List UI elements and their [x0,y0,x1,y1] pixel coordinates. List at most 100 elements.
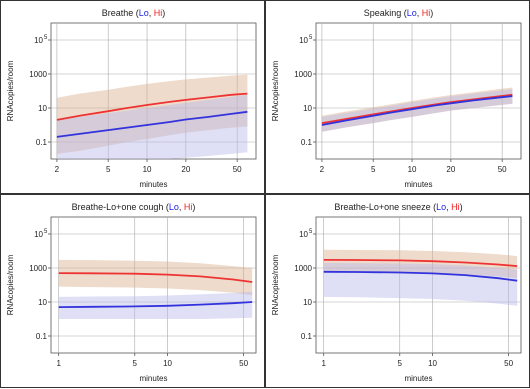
hi-label: Hi [153,8,163,18]
title-text: Breathe-Lo+one cough [71,202,164,212]
y-tick-label: 10 [303,298,312,307]
lo-label: Lo [168,202,179,212]
series-line-lo [321,95,513,126]
y-tick-label: 10 [303,104,312,113]
x-tick-label: 10 [408,165,417,174]
x-tick-label: 5 [106,165,111,174]
x-tick-label: 20 [446,165,455,174]
x-tick-label: 5 [398,359,403,368]
x-tick-label: 50 [498,165,507,174]
lo-label: Lo [406,8,417,18]
lo-label: Lo [436,202,447,212]
panel-breathe: Breathe (Lo, Hi) 2 5 10 20 50 0.1 10 1000 10 5 min… [0,0,265,194]
title-separator: , [446,202,452,212]
title-separator: , [148,8,154,18]
x-tick-label: 10 [143,165,152,174]
series-line-hi [58,272,253,283]
y-tick-label: 10 [38,104,47,113]
title-paren-close: ) [430,8,434,18]
plot-area [315,22,522,160]
x-tick-label: 5 [371,165,376,174]
band-lo [56,94,248,159]
title-text: Breathe [101,8,134,18]
title-paren-close: ) [459,202,463,212]
y-tick-exponent: 5 [44,229,48,235]
title-paren-close: ) [162,8,166,18]
y-axis-label: RNAcopies/room [6,254,15,315]
band-hi [323,249,518,279]
y-tick-exponent: 5 [309,229,313,235]
title-paren-open: ( [401,8,407,18]
y-tick-exponent: 5 [309,35,313,41]
panel-title: Breathe (Lo, Hi) [1,8,266,18]
x-tick-label: 1 [321,359,326,368]
y-tick-label: 1000 [294,70,312,79]
panel-breathe-cough: Breathe-Lo+one cough (Lo, Hi) 1 5 10 50 0.1 1… [0,194,265,388]
x-tick-label: 10 [428,359,437,368]
y-tick-label: 10 [34,230,43,239]
series-line-lo [323,270,518,282]
band-hi [321,87,513,132]
title-paren-open: ( [133,8,139,18]
x-tick-label: 2 [320,165,325,174]
x-tick-label: 1 [56,359,61,368]
x-tick-label: 50 [239,359,248,368]
hi-label: Hi [183,202,193,212]
title-text: Breathe-Lo+one sneeze [334,202,431,212]
y-tick-label: 0.1 [301,332,313,341]
series-line-hi [321,93,513,124]
panel-title: Speaking (Lo, Hi) [266,8,530,18]
y-tick-label: 0.1 [36,138,48,147]
y-tick-label: 1000 [29,264,47,273]
x-tick-label: 10 [163,359,172,368]
y-axis-label: RNAcopies/room [271,254,280,315]
y-tick-label: 10 [38,298,47,307]
plot-area [50,216,257,354]
series-line-hi [323,259,518,267]
x-tick-label: 20 [181,165,190,174]
x-axis-label: minutes [139,374,167,383]
hi-label: Hi [451,202,460,212]
x-tick-label: 50 [504,359,513,368]
band-hi [58,259,253,296]
panel-breathe-sneeze: Breathe-Lo+one sneeze (Lo, Hi) 1 5 10 50 0.1… [265,194,530,388]
title-paren-open: ( [430,202,437,212]
y-tick-label: 1000 [294,264,312,273]
band-hi [56,74,248,154]
title-text: Speaking [363,8,402,18]
panel-title: Breathe-Lo+one cough (Lo, Hi) [1,202,266,212]
y-tick-exponent: 5 [44,35,48,41]
y-tick-label: 1000 [29,70,47,79]
x-axis-label: minutes [404,180,432,189]
title-paren-open: ( [163,202,169,212]
y-tick-label: 10 [299,230,308,239]
band-lo [323,262,518,306]
series-line-hi [56,92,248,121]
x-axis-label: minutes [139,180,167,189]
y-tick-label: 10 [299,36,308,45]
y-tick-label: 0.1 [301,138,313,147]
y-tick-label: 0.1 [36,332,48,341]
hi-label: Hi [421,8,431,18]
x-tick-label: 5 [133,359,138,368]
y-axis-label: RNAcopies/room [6,60,15,121]
lo-label: Lo [138,8,149,18]
y-axis-label: RNAcopies/room [271,60,280,121]
title-separator: , [416,8,422,18]
y-tick-label: 10 [34,36,43,45]
plot-area [315,216,522,354]
plot-area [50,22,257,160]
x-tick-label: 50 [233,165,242,174]
series-line-lo [58,301,253,308]
series-line-lo [56,110,248,138]
panel-speaking: Speaking (Lo, Hi) 2 5 10 20 50 0.1 10 1000 10 5 mi… [265,0,530,194]
title-paren-close: ) [192,202,196,212]
x-axis-label: minutes [404,374,432,383]
panel-title: Breathe-Lo+one sneeze (Lo, Hi) [266,202,530,212]
x-tick-label: 2 [55,165,60,174]
